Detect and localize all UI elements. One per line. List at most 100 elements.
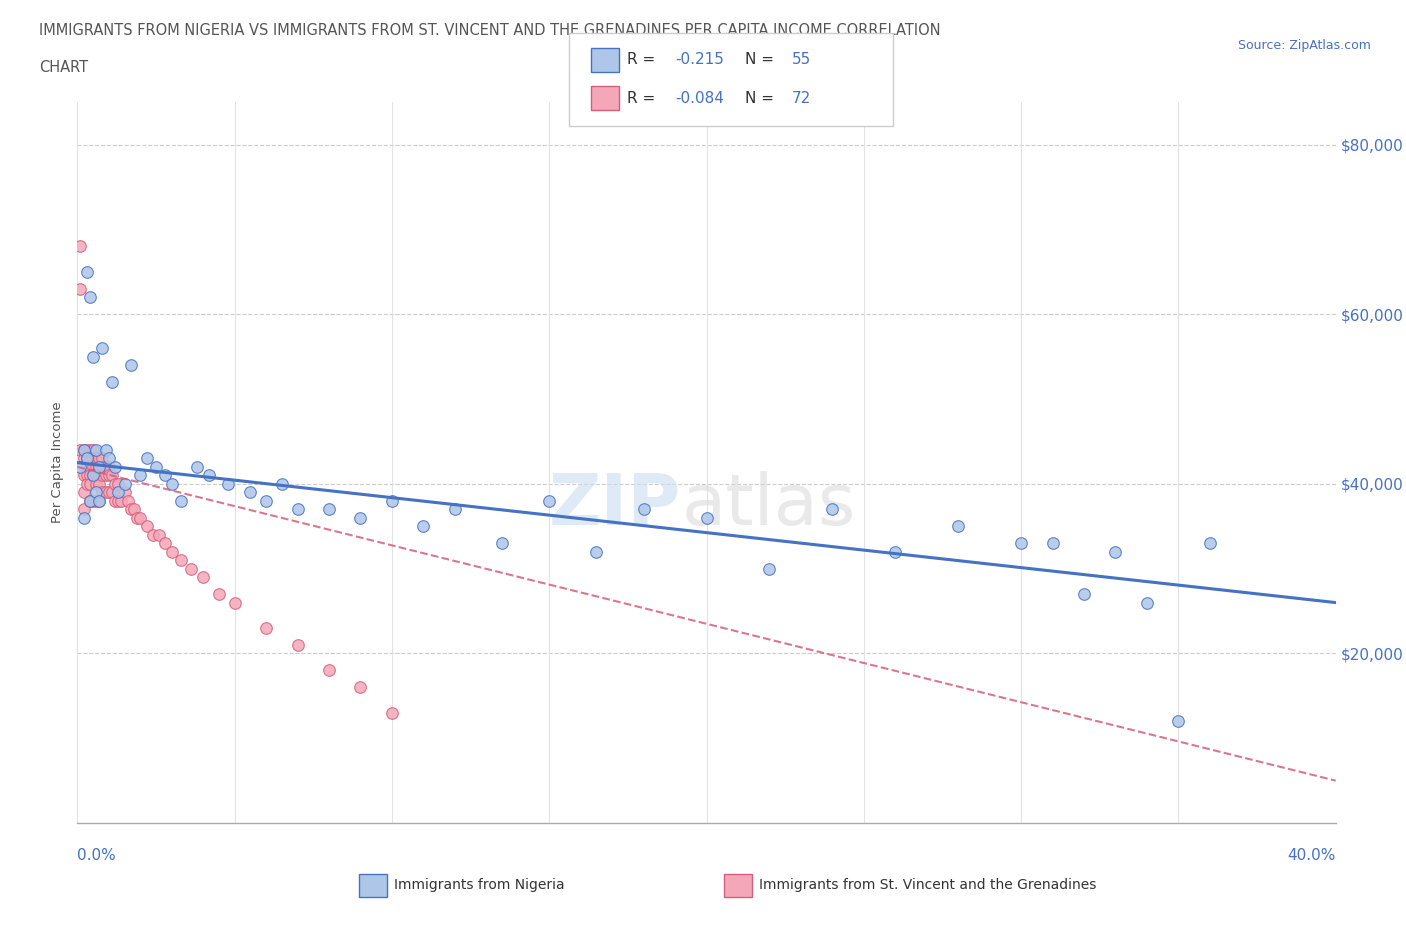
Point [117, 494, 139, 509]
Point [101, 375, 124, 390]
Point [72, 451, 94, 466]
Text: R =: R = [627, 52, 661, 67]
Point [254, 620, 277, 635]
Point [1073, 587, 1095, 602]
Text: Immigrants from St. Vincent and the Grenadines: Immigrants from St. Vincent and the Gren… [759, 878, 1097, 893]
Point [758, 561, 780, 576]
Point [1104, 544, 1126, 559]
Point [444, 502, 467, 517]
Point [82, 494, 104, 509]
Point [89, 459, 111, 474]
Point [72, 443, 94, 458]
Point [110, 494, 132, 509]
Point [79, 443, 101, 458]
Point [89, 494, 111, 509]
Point [155, 468, 177, 483]
Point [170, 552, 193, 567]
Point [1010, 536, 1032, 551]
Point [104, 476, 127, 491]
Point [82, 451, 104, 466]
Point [186, 459, 208, 474]
Point [69, 239, 91, 254]
Point [224, 595, 246, 610]
Point [97, 485, 120, 499]
Point [89, 451, 111, 466]
Point [89, 468, 111, 483]
Text: 72: 72 [792, 91, 811, 106]
Point [94, 485, 117, 499]
Point [72, 502, 94, 517]
Text: -0.215: -0.215 [675, 52, 724, 67]
Point [76, 451, 98, 466]
Point [82, 443, 104, 458]
Point [84, 443, 107, 458]
Point [107, 485, 129, 499]
Point [884, 544, 907, 559]
Point [79, 459, 101, 474]
Point [107, 476, 129, 491]
Point [318, 663, 340, 678]
Text: atlas: atlas [682, 472, 856, 540]
Point [84, 494, 107, 509]
Point [129, 511, 152, 525]
Point [69, 282, 91, 297]
Point [79, 494, 101, 509]
Point [76, 451, 98, 466]
Point [1167, 714, 1189, 729]
Point [104, 459, 127, 474]
Point [89, 494, 111, 509]
Point [1042, 536, 1064, 551]
Text: IMMIGRANTS FROM NIGERIA VS IMMIGRANTS FROM ST. VINCENT AND THE GRENADINES PER CA: IMMIGRANTS FROM NIGERIA VS IMMIGRANTS FR… [39, 23, 941, 38]
Point [821, 502, 844, 517]
Point [381, 705, 404, 720]
Text: CHART: CHART [39, 60, 89, 75]
Point [69, 459, 91, 474]
Point [82, 459, 104, 474]
Point [94, 468, 117, 483]
Point [91, 451, 114, 466]
Text: Immigrants from Nigeria: Immigrants from Nigeria [394, 878, 564, 893]
Point [84, 459, 107, 474]
Point [1199, 536, 1222, 551]
Point [79, 290, 101, 305]
Point [72, 485, 94, 499]
Text: R =: R = [627, 91, 661, 106]
Point [94, 459, 117, 474]
Point [155, 536, 177, 551]
Y-axis label: Per Capita Income: Per Capita Income [51, 402, 65, 524]
Point [84, 485, 107, 499]
Point [91, 459, 114, 474]
Text: Source: ZipAtlas.com: Source: ZipAtlas.com [1237, 39, 1371, 52]
Text: 0.0%: 0.0% [77, 848, 117, 863]
Point [318, 502, 340, 517]
Point [84, 468, 107, 483]
Point [91, 340, 114, 355]
Point [120, 502, 142, 517]
Point [97, 459, 120, 474]
Point [114, 476, 136, 491]
Point [538, 494, 561, 509]
Text: N =: N = [745, 91, 779, 106]
Point [208, 587, 231, 602]
Point [89, 476, 111, 491]
Point [198, 468, 221, 483]
Point [142, 527, 165, 542]
Point [76, 459, 98, 474]
Text: N =: N = [745, 52, 779, 67]
Point [148, 527, 170, 542]
Text: -0.084: -0.084 [675, 91, 724, 106]
Point [101, 485, 124, 499]
Point [76, 264, 98, 279]
Point [79, 494, 101, 509]
Point [217, 476, 239, 491]
Point [72, 443, 94, 458]
Text: 55: 55 [792, 52, 811, 67]
Point [104, 494, 127, 509]
Point [129, 468, 152, 483]
Point [114, 485, 136, 499]
Point [135, 519, 157, 534]
Point [107, 494, 129, 509]
Point [412, 519, 434, 534]
Point [82, 350, 104, 365]
Point [91, 468, 114, 483]
